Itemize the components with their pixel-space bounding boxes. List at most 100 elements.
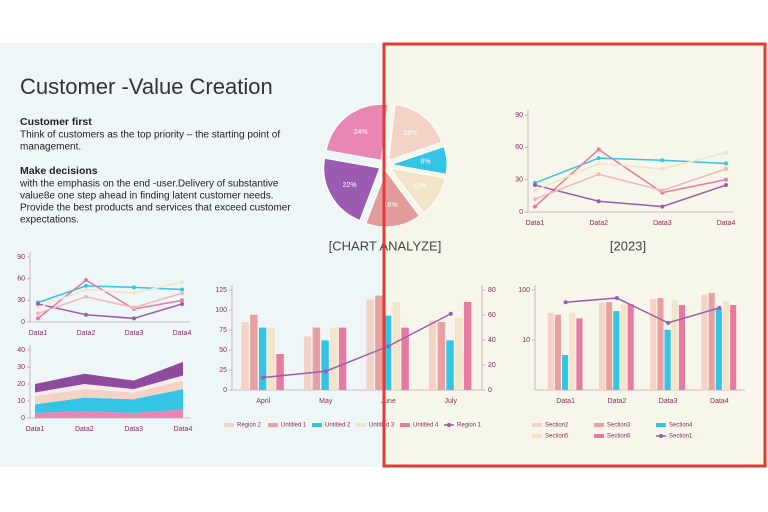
legend-marker: [594, 434, 604, 438]
y-tick-label: 60: [17, 276, 25, 283]
x-tick-label: Data3: [125, 330, 144, 337]
bar: [392, 302, 401, 390]
bar: [321, 340, 329, 390]
point: [132, 285, 136, 290]
bar: [428, 320, 437, 390]
pie-slice: [325, 103, 389, 161]
section-body: value8e one step ahead in finding latent…: [20, 191, 274, 202]
bar: [446, 340, 454, 390]
y-tick-label: 90: [17, 254, 25, 261]
point: [660, 166, 665, 171]
y2-tick-label: 20: [488, 362, 496, 369]
point: [84, 283, 88, 288]
point: [724, 150, 728, 155]
y-tick-label: 90: [515, 112, 523, 119]
point: [614, 296, 619, 301]
bar: [722, 301, 730, 390]
line: [534, 148, 727, 208]
legend-marker: [356, 423, 366, 427]
point: [596, 156, 601, 161]
section-body: with the emphasis on the end -user.Deliv…: [19, 179, 279, 190]
point: [660, 204, 665, 209]
y-tick-label: 60: [515, 144, 523, 151]
legend-marker: [312, 423, 322, 427]
bar: [569, 312, 576, 390]
point: [36, 316, 40, 321]
area: [35, 409, 183, 418]
bar: [664, 329, 671, 390]
bar: [606, 302, 613, 390]
x-tick-label: Data4: [174, 426, 193, 433]
y-tick-label: 30: [17, 364, 25, 371]
point: [596, 199, 601, 204]
line: [534, 168, 727, 200]
legend-label: Section1: [669, 434, 693, 440]
bar: [366, 299, 374, 390]
point: [386, 344, 391, 349]
bar: [437, 322, 446, 390]
y2-tick-label: 40: [488, 337, 496, 344]
y-tick-label: 40: [17, 347, 25, 354]
legend-label: Untitled 2: [325, 423, 351, 429]
selection-box: [382, 42, 767, 468]
legend-label: Region 2: [237, 423, 262, 429]
bar: [375, 295, 383, 390]
x-tick-label: Data2: [75, 426, 94, 433]
pie-label: 12%: [413, 183, 427, 190]
pie-slice: [390, 145, 448, 175]
x-tick-label: Data4: [717, 220, 736, 227]
legend-marker: [532, 423, 542, 427]
x-tick-label: April: [256, 398, 270, 405]
slide-bg-right: [383, 43, 768, 467]
point: [533, 188, 537, 193]
legend-label: Untitled 4: [413, 423, 439, 429]
slide-title: Customer -Value Creation: [20, 74, 273, 99]
x-tick-label: Data1: [556, 398, 575, 405]
pie-slice: [323, 157, 381, 221]
area: [35, 375, 183, 396]
line: [37, 303, 183, 320]
bar: [330, 327, 338, 390]
pie-label: 22%: [343, 182, 357, 189]
content: Customer first Think of customers as the …: [17, 103, 745, 440]
y-tick-label: 0: [223, 387, 227, 394]
bar: [338, 327, 347, 390]
y-tick-label: 0: [519, 209, 523, 216]
x-tick-label: June: [381, 398, 396, 405]
x-tick-label: July: [445, 398, 458, 405]
section-body: management.: [20, 142, 81, 153]
point: [596, 147, 601, 152]
bar: [241, 322, 249, 390]
bar: [267, 327, 276, 390]
bar: [547, 312, 554, 390]
point: [261, 375, 266, 380]
point: [180, 287, 184, 292]
y-tick-label: 25: [219, 367, 227, 374]
line: [263, 313, 452, 379]
line: [37, 292, 183, 315]
point: [724, 166, 728, 171]
pie-label: 16%: [384, 202, 398, 209]
point: [724, 161, 728, 166]
point: [180, 301, 184, 306]
y-tick-label: 125: [215, 287, 227, 294]
pie-slice: [388, 167, 446, 214]
point: [180, 291, 184, 296]
y2-tick-label: 60: [488, 312, 496, 319]
bar: [650, 299, 657, 390]
bar: [401, 327, 409, 390]
legend-marker: [447, 423, 451, 427]
point: [660, 158, 665, 163]
y-tick-label: 20: [17, 381, 25, 388]
x-tick-label: Data2: [608, 398, 627, 405]
bar: [678, 305, 685, 390]
legend-marker: [532, 434, 542, 438]
point: [563, 300, 568, 305]
bar: [613, 311, 620, 390]
bar: [276, 354, 284, 390]
point: [533, 197, 537, 202]
point: [132, 291, 136, 296]
caption: [2023]: [610, 238, 646, 253]
point: [596, 172, 601, 177]
section-heading: Make decisions: [20, 165, 98, 177]
